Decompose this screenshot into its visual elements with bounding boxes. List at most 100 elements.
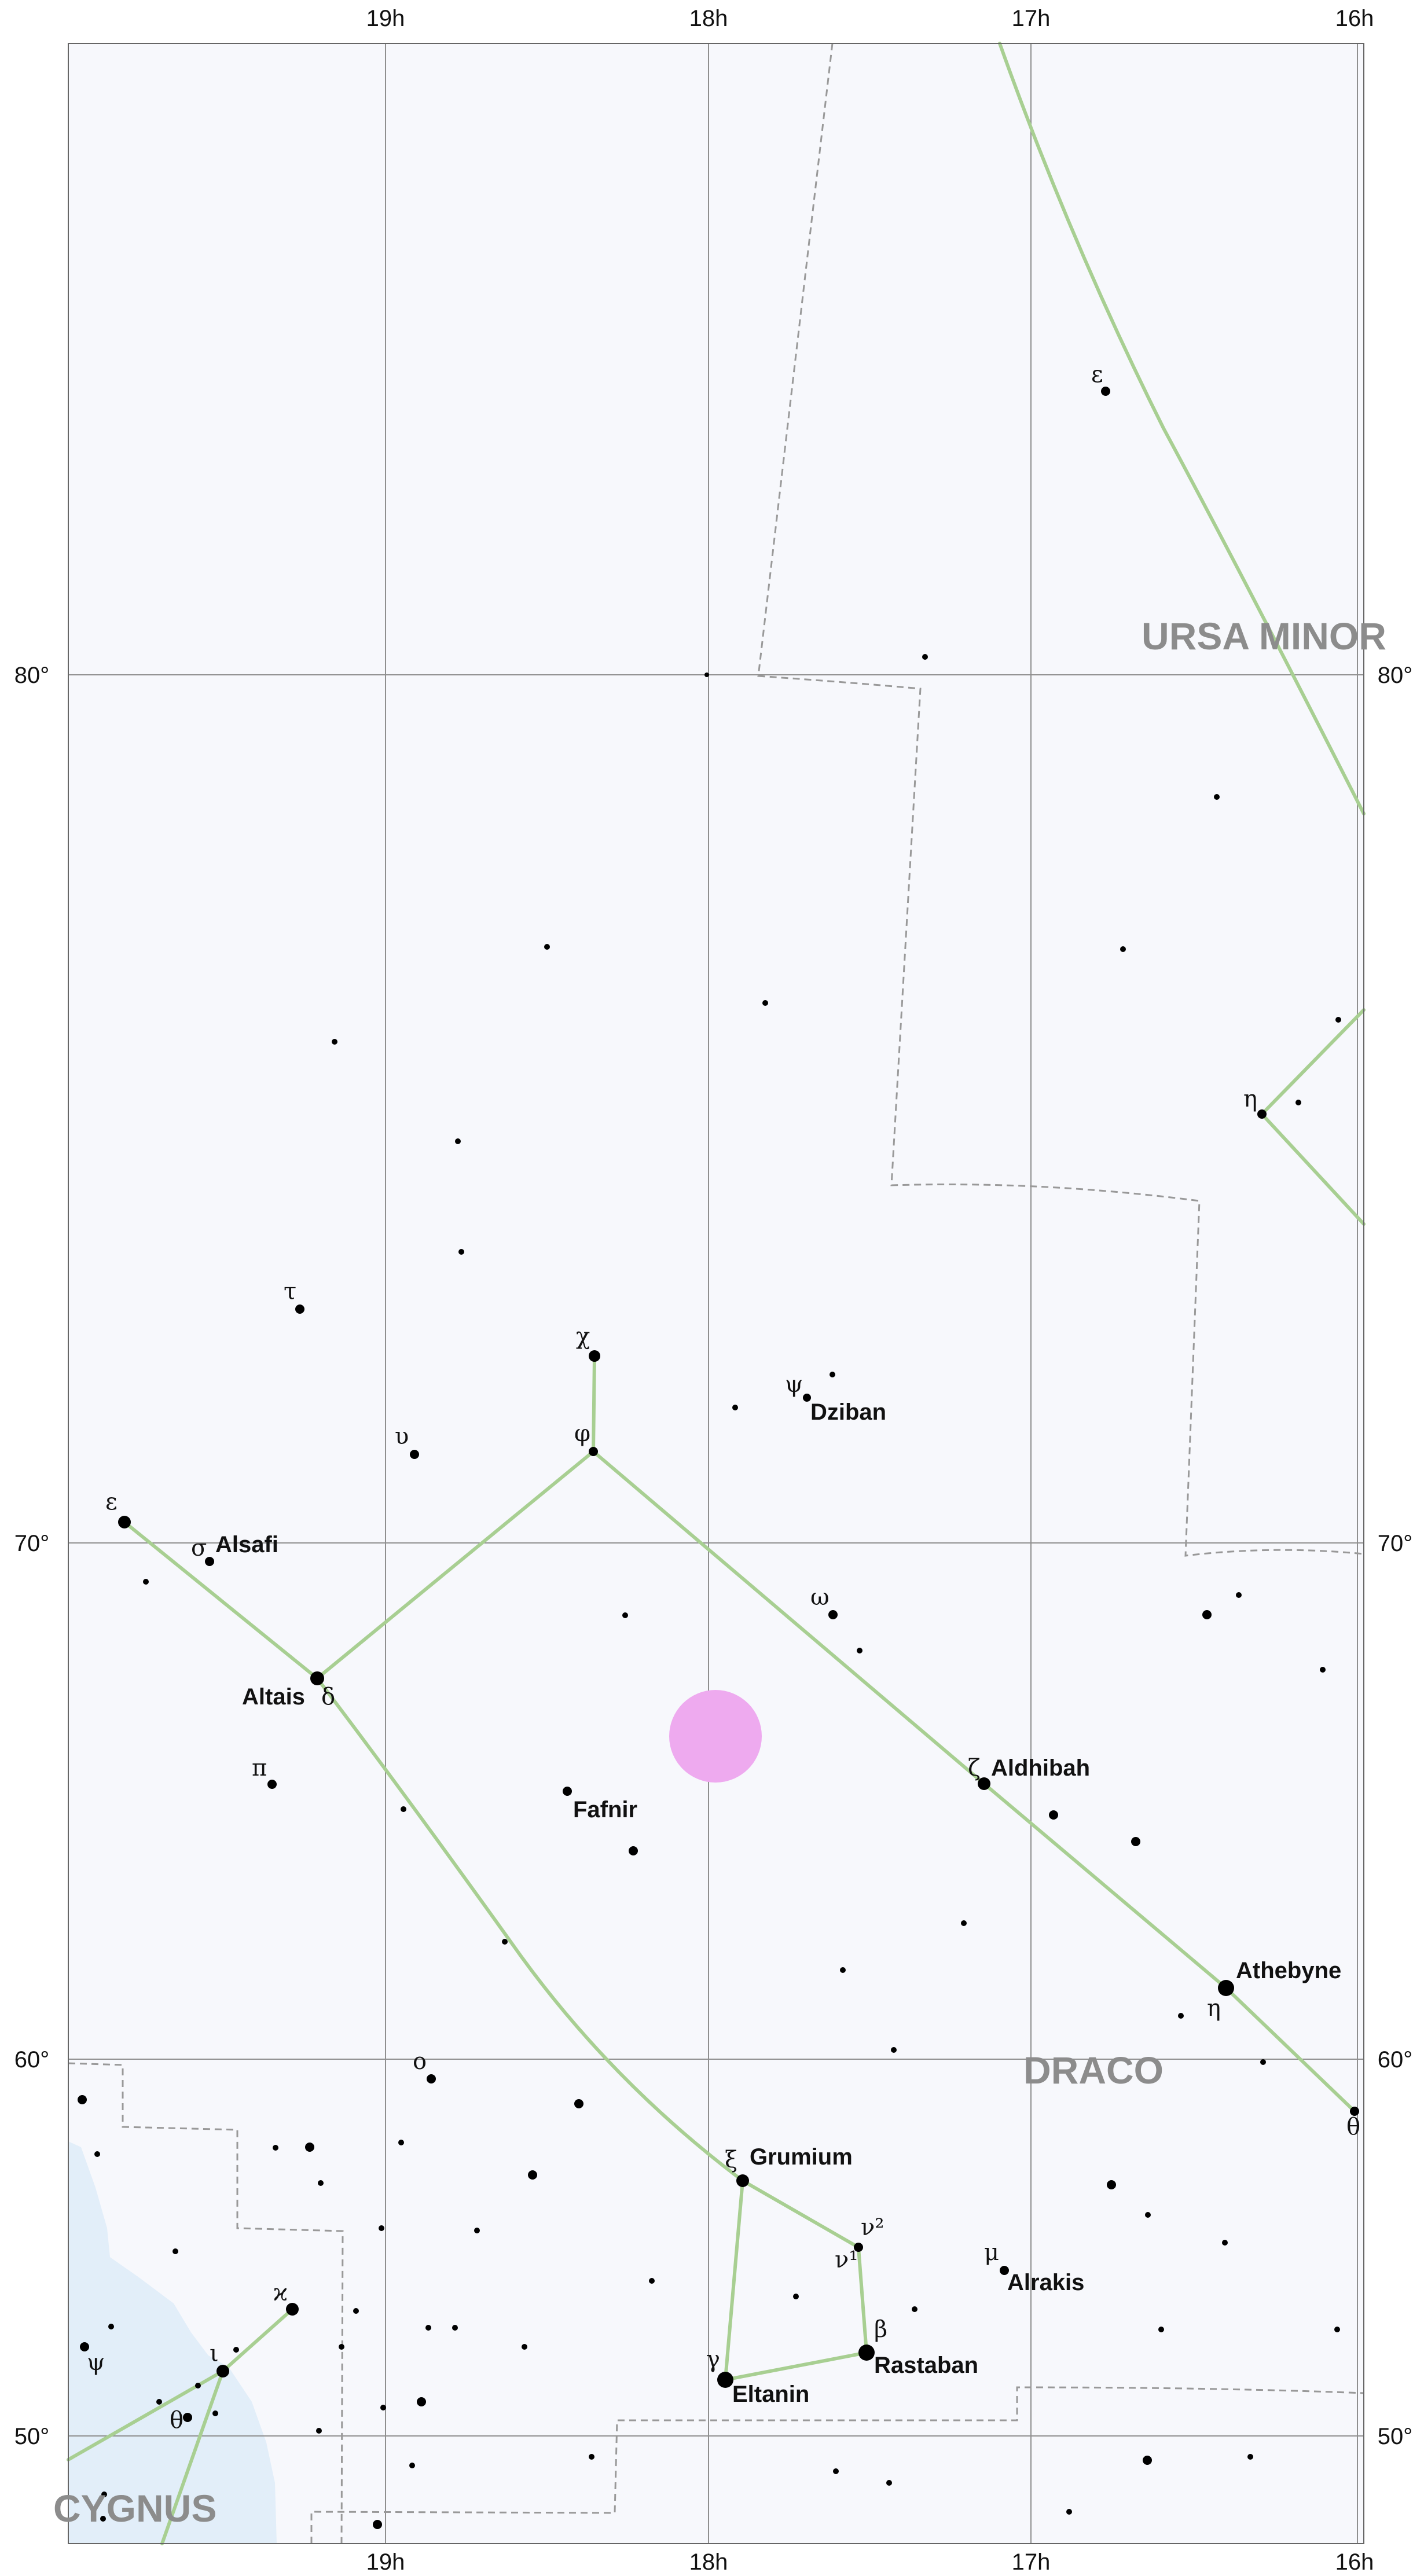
star	[100, 2516, 106, 2522]
draco-line-body	[315, 1677, 869, 2382]
stars	[78, 387, 1359, 2529]
star	[339, 2344, 344, 2350]
star-greek-letter: η	[1207, 1995, 1221, 2022]
star	[305, 2143, 314, 2152]
star-epsilon-dra	[118, 1516, 131, 1528]
star-chi	[589, 1350, 600, 1362]
star	[857, 1648, 863, 1653]
highlight-marker	[669, 1690, 762, 1783]
star-theta-dra	[1350, 2107, 1359, 2116]
star	[1247, 2454, 1253, 2460]
star-greek-letter: θ	[1346, 2114, 1360, 2140]
star	[78, 2095, 87, 2104]
star-greek-letter: φ	[574, 1420, 590, 1447]
dec-label: 50°	[14, 2424, 50, 2449]
star	[522, 2344, 527, 2350]
star-greek-letter: ω	[810, 1584, 830, 1611]
ra-label: 19h	[366, 2549, 405, 2575]
star	[1335, 1017, 1341, 1023]
star	[417, 2397, 426, 2406]
star-name-altais: Altais	[242, 1684, 305, 1710]
boundary-cygnus-draco	[68, 2062, 344, 2544]
star	[101, 2492, 107, 2497]
star-tau	[295, 1304, 304, 1314]
star-name-rastaban: Rastaban	[874, 2353, 978, 2378]
star-pi	[267, 1780, 277, 1789]
star	[840, 1967, 846, 1973]
star	[401, 1806, 406, 1812]
greek-letter-labels: ε η τ χ υ φ ε ω π ο ν² ν¹ θ ϰ ι ψ θ	[87, 361, 1360, 2434]
star	[622, 1612, 628, 1618]
milky-way-band	[68, 2141, 277, 2544]
star	[318, 2180, 324, 2186]
dec-label: 80°	[14, 663, 50, 688]
star	[409, 2463, 415, 2468]
star-greek-letter: ν²	[861, 2214, 884, 2241]
star	[316, 2428, 322, 2434]
star	[704, 673, 709, 677]
boundary-ursa-minor-draco	[757, 43, 1364, 1557]
star	[332, 1039, 337, 1045]
star	[830, 1372, 835, 1377]
star-greek-letter: ψ	[87, 2349, 105, 2376]
star-kappa	[286, 2303, 299, 2316]
star-greek-letter: υ	[395, 1423, 409, 1450]
star-greek-letter: π	[252, 1755, 267, 1781]
star	[143, 1579, 149, 1585]
draco-line-head	[123, 1354, 596, 1681]
star	[1120, 946, 1126, 952]
star-name-aldhibah: Aldhibah	[991, 1755, 1090, 1781]
star	[1158, 2327, 1164, 2332]
star	[528, 2170, 537, 2180]
constellation-name-draco: DRACO	[1023, 2049, 1164, 2092]
ra-labels-bottom: 19h 18h 17h 16h	[366, 2549, 1374, 2575]
dec-labels-left: 80° 70° 60° 50°	[14, 663, 50, 2449]
star	[1066, 2509, 1072, 2515]
dec-label: 50°	[1378, 2424, 1413, 2449]
coordinate-grid	[68, 43, 1364, 2544]
star	[1295, 1100, 1301, 1105]
star	[173, 2248, 178, 2254]
ursa-minor-line	[998, 42, 1366, 815]
star-name-grumium: Grumium	[750, 2144, 853, 2170]
star-alrakis	[1000, 2266, 1009, 2275]
star-greek-letter: ψ	[785, 1371, 803, 1398]
star-greek-letter: ε	[105, 1489, 118, 1515]
constellation-lines	[67, 42, 1366, 2545]
star	[1178, 2013, 1184, 2019]
star-name-athebyne: Athebyne	[1236, 1958, 1341, 1983]
star	[793, 2294, 799, 2299]
ra-label: 17h	[1012, 6, 1051, 31]
constellation-boundaries	[68, 43, 1364, 2544]
star	[353, 2308, 359, 2314]
star-greek-letter: γ	[706, 2346, 720, 2373]
star-altais	[310, 1671, 324, 1685]
star-omicron	[427, 2074, 436, 2083]
star-iota-cyg	[216, 2365, 229, 2377]
star-omega	[828, 1610, 838, 1619]
star-upsilon	[410, 1450, 419, 1459]
star-greek-letter: δ	[321, 1684, 335, 1710]
star	[398, 2140, 404, 2145]
star	[156, 2399, 162, 2405]
star	[455, 1138, 461, 1144]
star	[961, 1920, 967, 1926]
star-psi-cyg	[80, 2342, 89, 2351]
star-name-alrakis: Alrakis	[1007, 2270, 1084, 2295]
named-star-labels: ψ Dziban σ Alsafi δ Altais Fafnir ζ Aldh…	[191, 1371, 1341, 2407]
star-name-dziban: Dziban	[810, 1399, 886, 1425]
star-grumium	[736, 2174, 749, 2187]
star-greek-letter: μ	[984, 2239, 999, 2266]
star	[574, 2099, 583, 2108]
star	[373, 2520, 382, 2529]
constellation-name-cygnus: CYGNUS	[53, 2487, 216, 2530]
star-greek-letter: ζ	[968, 1755, 981, 1781]
star	[833, 2468, 839, 2474]
star	[212, 2410, 218, 2416]
star	[379, 2225, 384, 2231]
star-name-eltanin: Eltanin	[732, 2382, 809, 2407]
dec-label: 60°	[1378, 2047, 1413, 2072]
star-fafnir	[563, 1787, 572, 1796]
chart-background	[68, 43, 1364, 2544]
